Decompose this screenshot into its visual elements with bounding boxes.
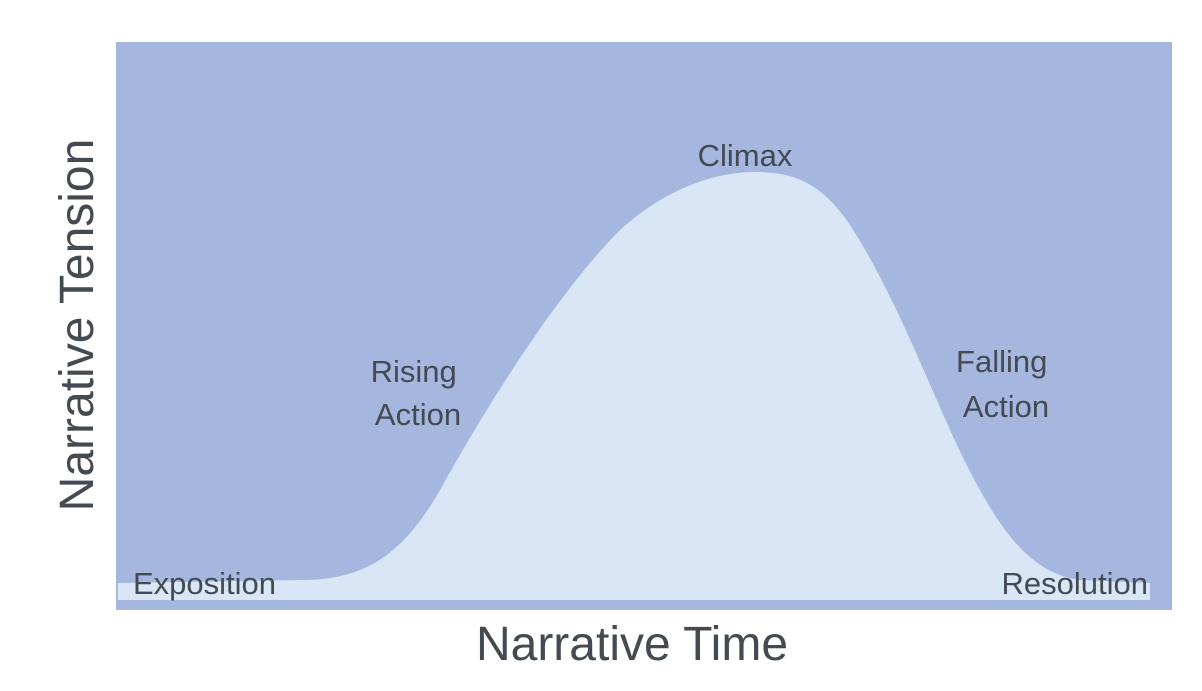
- stage-label-rising-action-line-1: Rising: [371, 354, 457, 389]
- y-axis-label: Narrative Tension: [51, 139, 104, 512]
- stage-label-rising-action: Rising Action: [371, 354, 466, 432]
- stage-label-falling-action: Falling Action: [956, 344, 1056, 424]
- x-axis-label: Narrative Time: [476, 618, 788, 671]
- stage-label-climax: Climax: [698, 138, 793, 173]
- stage-label-rising-action-line-2: Action: [375, 397, 461, 432]
- stage-label-falling-action-line-1: Falling: [956, 344, 1047, 379]
- stage-label-resolution: Resolution: [1002, 566, 1148, 601]
- stage-label-exposition: Exposition: [133, 566, 276, 601]
- stage-label-falling-action-line-2: Action: [963, 389, 1049, 424]
- tension-curve: [118, 172, 1150, 600]
